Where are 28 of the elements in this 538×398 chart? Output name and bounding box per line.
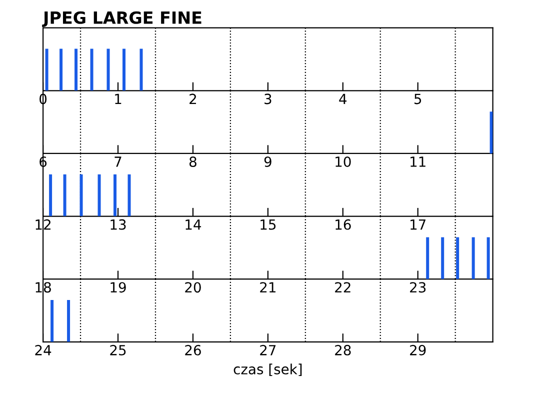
x-tick-label: 21 xyxy=(260,282,276,292)
x-tick-label: 25 xyxy=(110,344,126,356)
chart-title: JPEG LARGE FINE xyxy=(42,11,202,28)
x-tick-label: 19 xyxy=(110,282,126,293)
x-axis-title: czas [sek] xyxy=(234,364,302,376)
x-tick-label: 8 xyxy=(189,156,196,167)
x-tick-label: 20 xyxy=(185,282,201,293)
x-tick-label: 16 xyxy=(336,219,351,230)
x-tick-label: 9 xyxy=(264,156,272,167)
x-tick-label: 3 xyxy=(264,94,272,104)
x-tick-label: 17 xyxy=(410,219,426,230)
x-tick-label: 4 xyxy=(339,94,347,104)
x-tick-label: 29 xyxy=(410,344,426,356)
x-tick-label: 23 xyxy=(410,282,426,293)
x-tick-label: 27 xyxy=(260,344,276,356)
x-tick-label: 26 xyxy=(185,344,201,356)
x-tick-label: 2 xyxy=(190,94,196,104)
x-tick-label: 13 xyxy=(110,219,126,230)
x-tick-label: 7 xyxy=(114,156,122,167)
x-tick-label: 5 xyxy=(414,94,422,104)
x-tick-label: 15 xyxy=(260,219,276,230)
x-tick-label: 24 xyxy=(35,344,52,356)
x-tick-label: 1 xyxy=(115,94,122,104)
x-tick-label: 10 xyxy=(336,156,351,167)
x-tick-label: 14 xyxy=(186,219,202,230)
x-tick-label: 22 xyxy=(335,282,350,292)
x-tick-label: 28 xyxy=(335,344,351,356)
x-tick-label: 11 xyxy=(410,156,426,167)
